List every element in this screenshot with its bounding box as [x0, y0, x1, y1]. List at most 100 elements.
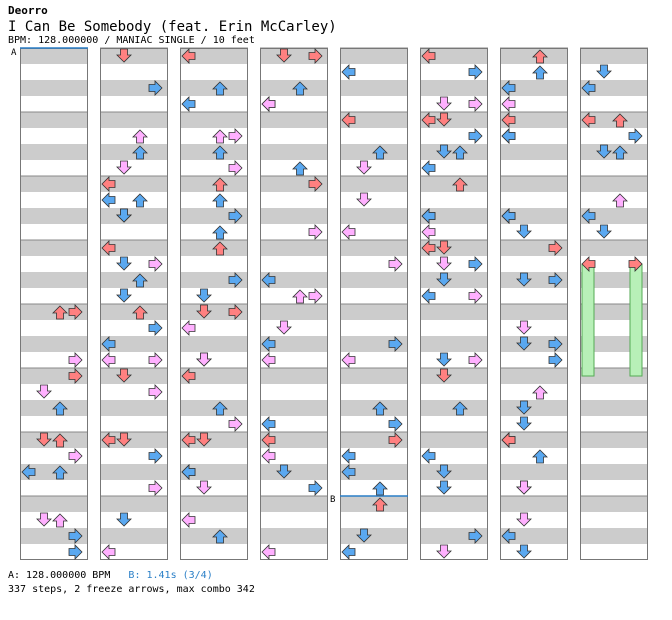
arrow-icon: [581, 208, 596, 224]
arrow-icon: [372, 145, 388, 160]
arrow-icon: [228, 272, 243, 288]
arrow-icon: [532, 385, 548, 400]
stripe: [500, 464, 568, 480]
arrow-icon: [261, 416, 276, 432]
stripe: [180, 208, 248, 224]
arrow-icon: [308, 480, 323, 496]
column-frame: [580, 48, 648, 560]
arrow-icon: [501, 432, 516, 448]
arrow-icon: [341, 64, 356, 80]
arrow-icon: [116, 368, 132, 383]
arrow-icon: [421, 240, 436, 256]
arrow-icon: [196, 352, 212, 367]
arrow-icon: [468, 96, 483, 112]
arrow-icon: [132, 129, 148, 144]
arrow-icon: [436, 256, 452, 271]
stripe: [180, 272, 248, 288]
arrow-icon: [101, 336, 116, 352]
arrow-icon: [421, 224, 436, 240]
stripe: [420, 80, 488, 96]
arrow-icon: [548, 336, 563, 352]
arrow-icon: [181, 512, 196, 528]
stripe: [500, 336, 568, 352]
stripe: [260, 144, 328, 160]
arrow-icon: [548, 352, 563, 368]
arrow-icon: [132, 145, 148, 160]
arrow-icon: [261, 336, 276, 352]
stripe: [260, 208, 328, 224]
arrow-icon: [356, 528, 372, 543]
arrow-icon: [612, 193, 628, 208]
stripe: [420, 368, 488, 384]
stripe: [100, 464, 168, 480]
arrow-icon: [341, 448, 356, 464]
stripe: [20, 240, 88, 256]
arrow-icon: [36, 384, 52, 399]
arrow-icon: [436, 352, 452, 367]
arrow-icon: [132, 193, 148, 208]
bpm-b-label: B: 1.41s (3/4): [128, 570, 213, 581]
arrow-icon: [212, 193, 228, 208]
stripe: [500, 144, 568, 160]
arrow-icon: [436, 480, 452, 495]
stripe: [580, 240, 648, 256]
stripe: [580, 80, 648, 96]
stripe: [340, 208, 408, 224]
stripe: [420, 272, 488, 288]
stripe: [420, 432, 488, 448]
stripe: [100, 528, 168, 544]
stripe: [500, 368, 568, 384]
arrow-icon: [341, 544, 356, 560]
stripe: [100, 48, 168, 64]
arrow-icon: [148, 256, 163, 272]
arrow-icon: [36, 512, 52, 527]
arrow-icon: [196, 304, 212, 319]
arrow-icon: [468, 352, 483, 368]
arrow-icon: [148, 448, 163, 464]
stripe: [100, 176, 168, 192]
stripe: [20, 496, 88, 512]
stripe: [500, 208, 568, 224]
arrow-icon: [261, 96, 276, 112]
arrow-icon: [516, 544, 532, 559]
arrow-icon: [501, 208, 516, 224]
arrow-icon: [148, 384, 163, 400]
arrow-icon: [468, 528, 483, 544]
arrow-icon: [261, 272, 276, 288]
stripe: [580, 48, 648, 64]
stripe: [20, 176, 88, 192]
stripe: [420, 208, 488, 224]
arrow-icon: [132, 273, 148, 288]
arrow-icon: [228, 304, 243, 320]
arrow-icon: [101, 192, 116, 208]
arrow-icon: [196, 432, 212, 447]
arrow-icon: [212, 145, 228, 160]
stripe: [100, 368, 168, 384]
arrow-icon: [116, 48, 132, 63]
stripe: [180, 432, 248, 448]
arrow-icon: [436, 464, 452, 479]
stripe: [340, 80, 408, 96]
stripe: [580, 176, 648, 192]
stripe: [500, 400, 568, 416]
arrow-icon: [628, 256, 643, 272]
arrow-icon: [21, 464, 36, 480]
bpm-a-label: A: 128.000000 BPM: [8, 570, 111, 581]
arrow-icon: [532, 65, 548, 80]
stripe: [420, 48, 488, 64]
artist-name: Deorro: [8, 4, 48, 17]
arrow-icon: [532, 449, 548, 464]
stripe: [340, 368, 408, 384]
arrow-icon: [388, 256, 403, 272]
stripe: [20, 336, 88, 352]
arrow-icon: [341, 464, 356, 480]
arrow-icon: [452, 177, 468, 192]
arrow-icon: [68, 304, 83, 320]
arrow-icon: [612, 113, 628, 128]
arrow-icon: [212, 225, 228, 240]
arrow-icon: [516, 400, 532, 415]
stripe: [500, 176, 568, 192]
arrow-icon: [516, 416, 532, 431]
arrow-icon: [581, 112, 596, 128]
stripe: [20, 144, 88, 160]
